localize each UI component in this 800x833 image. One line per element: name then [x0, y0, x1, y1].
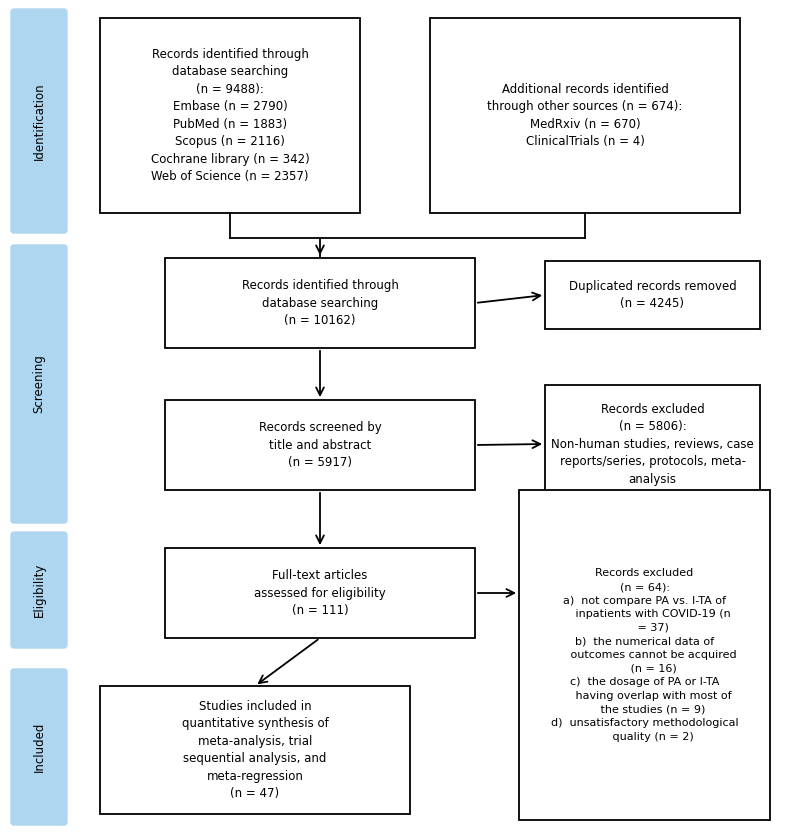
FancyBboxPatch shape — [11, 245, 67, 523]
Text: Records screened by
title and abstract
(n = 5917): Records screened by title and abstract (… — [258, 421, 382, 469]
Text: Full-text articles
assessed for eligibility
(n = 111): Full-text articles assessed for eligibil… — [254, 569, 386, 617]
Text: Studies included in
quantitative synthesis of
meta-analysis, trial
sequential an: Studies included in quantitative synthes… — [182, 700, 328, 801]
Text: Records excluded
(n = 64):
a)  not compare PA vs. I-TA of
     inpatients with C: Records excluded (n = 64): a) not compar… — [550, 568, 738, 741]
Bar — [165, 548, 475, 638]
FancyBboxPatch shape — [11, 532, 67, 648]
Bar — [100, 18, 360, 213]
Bar — [100, 686, 410, 814]
FancyBboxPatch shape — [11, 9, 67, 233]
Bar — [545, 261, 760, 329]
Text: Additional records identified
through other sources (n = 674):
MedRxiv (n = 670): Additional records identified through ot… — [487, 82, 682, 148]
Bar — [545, 385, 760, 503]
Text: Eligibility: Eligibility — [33, 563, 46, 617]
Bar — [165, 258, 475, 348]
Text: Included: Included — [33, 722, 46, 772]
Bar — [165, 400, 475, 490]
Text: Screening: Screening — [33, 355, 46, 413]
Text: Duplicated records removed
(n = 4245): Duplicated records removed (n = 4245) — [569, 280, 736, 310]
Text: Records identified through
database searching
(n = 10162): Records identified through database sear… — [242, 279, 398, 327]
Bar — [519, 490, 770, 820]
Text: Records identified through
database searching
(n = 9488):
Embase (n = 2790)
PubM: Records identified through database sear… — [150, 47, 310, 183]
Bar — [430, 18, 740, 213]
Text: Identification: Identification — [33, 82, 46, 160]
Text: Records excluded
(n = 5806):
Non-human studies, reviews, case
reports/series, pr: Records excluded (n = 5806): Non-human s… — [551, 402, 754, 486]
FancyBboxPatch shape — [11, 669, 67, 825]
